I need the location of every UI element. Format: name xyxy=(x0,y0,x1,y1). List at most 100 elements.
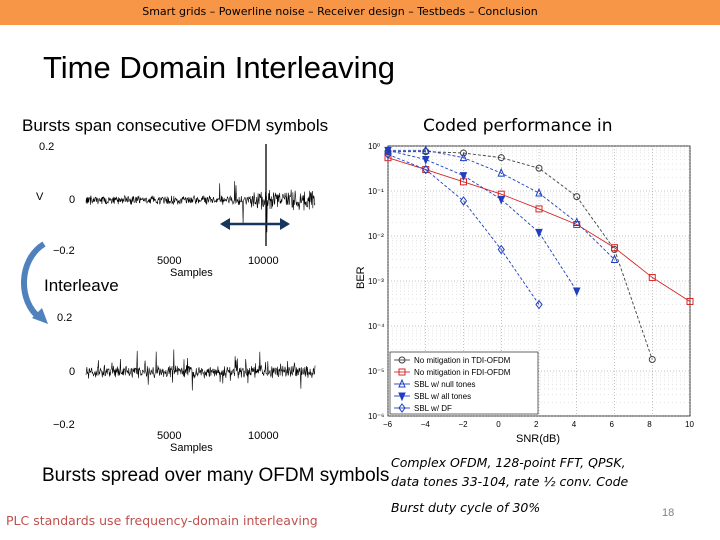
ber-xtick-label: 0 xyxy=(496,420,501,429)
xlabel-top: Samples xyxy=(170,267,213,279)
ber-ytick-label: 10⁰ xyxy=(368,142,380,151)
marker-triangle-down xyxy=(398,392,406,402)
noise-trace-path xyxy=(85,349,316,391)
curved-arrow-icon xyxy=(21,241,46,321)
xtick-top-10000: 10000 xyxy=(248,255,279,267)
ber-yticks: 10⁰ 10⁻¹ 10⁻² 10⁻³ 10⁻⁴ 10⁻⁵ 10⁻⁶ xyxy=(368,142,385,421)
legend-entry: SBL w/ DF xyxy=(414,404,452,413)
right-subtitle: Coded performance in xyxy=(423,116,613,136)
ber-xtick-label: −6 xyxy=(383,420,393,429)
marker-circle xyxy=(535,164,543,172)
ber-ytick-label: 10⁻¹ xyxy=(368,187,384,196)
ber-series-4 xyxy=(384,149,543,310)
ber-chart: 10⁰ 10⁻¹ 10⁻² 10⁻³ 10⁻⁴ 10⁻⁵ 10⁻⁶ −6 −4 −2 0 2 4 6 8 1… xyxy=(355,142,694,445)
marker-diamond xyxy=(535,299,543,310)
ofdm-params-text: Complex OFDM, 128-point FFT, QPSK, data … xyxy=(391,455,629,489)
ber-series-3 xyxy=(384,146,581,297)
ber-xtick-label: −2 xyxy=(459,420,469,429)
ber-ytick-label: 10⁻³ xyxy=(368,277,384,286)
left-subtitle: Bursts span consecutive OFDM symbols xyxy=(22,116,329,135)
ytick-bottom-0.2: 0.2 xyxy=(57,312,72,324)
marker-triangle-down xyxy=(421,156,430,165)
marker-triangle-down xyxy=(535,228,543,238)
ylabel-top: V xyxy=(36,191,44,203)
marker-triangle-up xyxy=(398,378,406,388)
ber-ytick-label: 10⁻⁴ xyxy=(368,322,385,331)
noise-trace-top xyxy=(85,144,316,246)
ber-xtick-label: 8 xyxy=(647,420,652,429)
slide-title: Time Domain Interleaving xyxy=(43,50,396,85)
marker-square xyxy=(648,273,656,281)
marker-square xyxy=(535,205,543,213)
series-line xyxy=(387,149,578,292)
ytick-bottom-neg0.2: −0.2 xyxy=(53,419,75,431)
series-line xyxy=(388,149,615,260)
marker-circle xyxy=(398,356,406,364)
marker-circle xyxy=(422,148,430,156)
ber-ytick-label: 10⁻² xyxy=(368,232,384,241)
ytick-bottom-0: 0 xyxy=(69,366,75,378)
ber-ytick-label: 10⁻⁵ xyxy=(368,367,384,376)
burst-span-arrow-right-icon xyxy=(280,218,290,230)
marker-circle xyxy=(573,193,581,201)
marker-circle xyxy=(460,149,467,157)
duty-cycle-text: Burst duty cycle of 30% xyxy=(391,500,541,515)
ber-xtick-label: 2 xyxy=(534,420,539,429)
marker-triangle-up xyxy=(497,167,506,177)
marker-triangle-up xyxy=(535,187,543,197)
time-plot-bursty: 0.2 0 −0.2 V 5000 10000 Samples xyxy=(36,141,316,279)
marker-triangle-down xyxy=(459,172,468,181)
ytick-top-neg0.2: −0.2 xyxy=(53,245,75,257)
legend-entry: No mitigation in FDI-OFDM xyxy=(414,368,511,377)
ber-ylabel: BER xyxy=(355,266,367,289)
time-plot-interleaved: 0.2 0 −0.2 5000 10000 Samples xyxy=(53,312,316,454)
ber-xticks: −6 −4 −2 0 2 4 6 8 10 xyxy=(383,420,694,429)
legend-entry: SBL w/ all tones xyxy=(414,392,471,401)
xtick-bottom-10000: 10000 xyxy=(248,430,279,442)
noise-trace-path xyxy=(85,181,316,233)
xlabel-bottom: Samples xyxy=(170,442,213,454)
breadcrumb: Smart grids – Powerline noise – Receiver… xyxy=(142,5,538,18)
marker-circle xyxy=(648,356,656,364)
header-bar: Smart grids – Powerline noise – Receiver… xyxy=(0,0,720,25)
marker-square xyxy=(398,368,406,376)
ber-xtick-label: −4 xyxy=(421,420,431,429)
noise-trace-bottom xyxy=(85,349,316,391)
marker-triangle-up xyxy=(421,145,430,154)
page-number: 18 xyxy=(662,507,675,519)
ber-xlabel: SNR(dB) xyxy=(516,433,560,445)
ber-legend: No mitigation in TDI-OFDM No mitigation i… xyxy=(389,351,539,415)
footer-note: PLC standards use frequency-domain inter… xyxy=(6,513,318,528)
marker-diamond xyxy=(384,149,392,160)
marker-triangle-up xyxy=(610,254,619,264)
ytick-top-0: 0 xyxy=(69,194,75,206)
series-line xyxy=(387,154,540,305)
series-line xyxy=(387,157,691,302)
ytick-top-0.2: 0.2 xyxy=(39,141,54,153)
legend-entry: SBL w/ null tones xyxy=(414,380,476,389)
xtick-top-5000: 5000 xyxy=(157,255,181,267)
marker-diamond xyxy=(497,244,505,255)
marker-triangle-down xyxy=(572,287,581,297)
interleave-arrow xyxy=(21,241,48,324)
spread-text: Bursts spread over many OFDM symbols xyxy=(42,465,390,486)
marker-square xyxy=(686,298,694,306)
marker-triangle-up xyxy=(572,217,581,226)
ber-ytick-label: 10⁻⁶ xyxy=(368,412,384,421)
interleave-label: Interleave xyxy=(44,276,119,295)
burst-span-arrow-left-icon xyxy=(220,218,230,230)
marker-diamond xyxy=(459,196,468,206)
marker-square xyxy=(611,244,618,252)
ber-xtick-label: 10 xyxy=(685,420,694,429)
marker-triangle-up xyxy=(459,152,468,162)
arrow-head-icon xyxy=(32,308,48,324)
marker-diamond xyxy=(422,164,430,175)
ber-xtick-label: 4 xyxy=(572,420,577,429)
marker-circle xyxy=(497,154,505,162)
xtick-bottom-5000: 5000 xyxy=(157,430,181,442)
legend-entry: No mitigation in TDI-OFDM xyxy=(414,356,511,365)
marker-triangle-down xyxy=(497,195,506,205)
marker-diamond xyxy=(398,403,406,413)
ber-series-group xyxy=(384,145,694,364)
legend-box xyxy=(389,351,539,415)
